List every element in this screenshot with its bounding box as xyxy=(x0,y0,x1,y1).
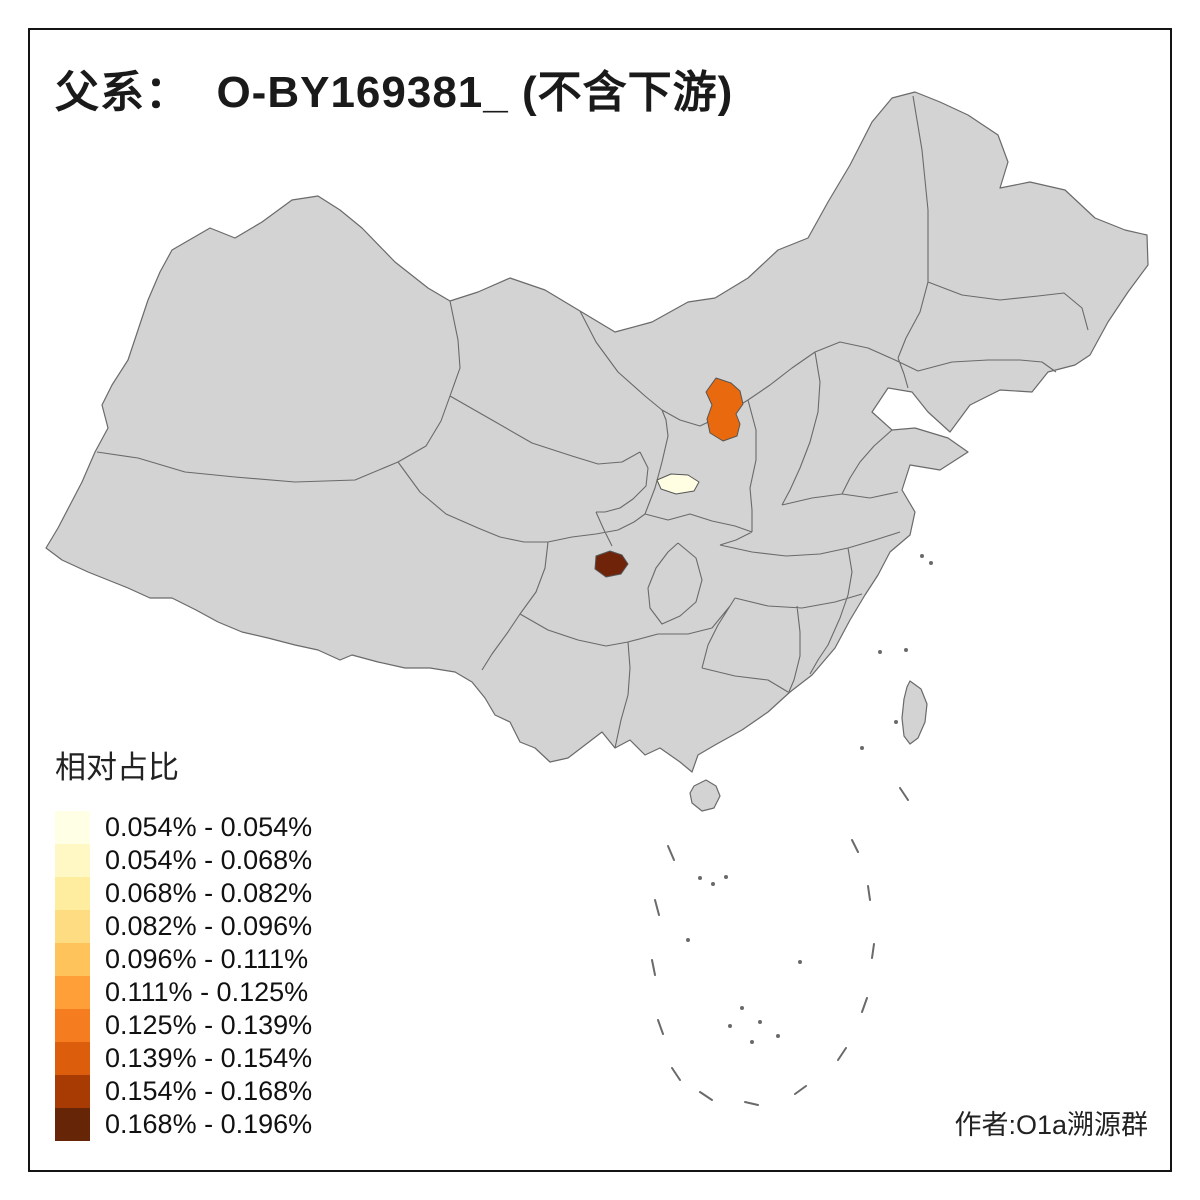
legend-title: 相对占比 xyxy=(55,750,179,785)
dash-segments xyxy=(651,787,909,1106)
landmass xyxy=(45,91,1149,812)
legend-item: 0.068% - 0.082% xyxy=(55,877,312,910)
legend-swatch xyxy=(55,811,90,844)
map-title: 父系： O-BY169381_ (不含下游) xyxy=(55,68,734,117)
sea-boundary-dashes xyxy=(651,787,909,1106)
legend-swatch xyxy=(55,943,90,976)
province-borders xyxy=(96,95,1089,749)
legend-label: 0.154% - 0.168% xyxy=(105,1076,313,1106)
legend-swatch xyxy=(55,1108,90,1141)
legend-label: 0.054% - 0.068% xyxy=(105,845,313,875)
legend-label: 0.082% - 0.096% xyxy=(105,911,313,941)
legend-item: 0.096% - 0.111% xyxy=(55,943,312,976)
legend-label: 0.068% - 0.082% xyxy=(105,878,313,908)
legend-label: 0.111% - 0.125% xyxy=(105,977,309,1007)
hainan-island xyxy=(689,779,721,812)
legend-item: 0.054% - 0.054% xyxy=(55,811,312,844)
legend: 相对占比 0.054% - 0.054% 0.054% - 0.068% 0.0… xyxy=(55,742,312,1141)
taiwan-island xyxy=(901,680,928,745)
legend-swatch xyxy=(55,844,90,877)
highlighted-region-central-pale xyxy=(656,473,700,495)
legend-swatch xyxy=(55,1042,90,1075)
highlighted-region-southwest-dark xyxy=(594,550,629,578)
legend-item: 0.125% - 0.139% xyxy=(55,1009,312,1042)
legend-swatch xyxy=(55,877,90,910)
legend-item: 0.082% - 0.096% xyxy=(55,910,312,943)
highlighted-region-north-central xyxy=(705,377,744,442)
legend-item: 0.168% - 0.196% xyxy=(55,1108,312,1141)
mainland-outline xyxy=(45,91,1149,773)
legend-label: 0.125% - 0.139% xyxy=(105,1010,313,1040)
legend-label: 0.168% - 0.196% xyxy=(105,1109,313,1139)
legend-item: 0.139% - 0.154% xyxy=(55,1042,312,1075)
legend-rows: 0.054% - 0.054% 0.054% - 0.068% 0.068% -… xyxy=(55,811,312,1141)
legend-label: 0.054% - 0.054% xyxy=(105,812,313,842)
highlighted-regions xyxy=(594,377,744,578)
island-dots xyxy=(686,554,933,1044)
legend-swatch xyxy=(55,1075,90,1108)
legend-item: 0.054% - 0.068% xyxy=(55,844,312,877)
legend-swatch xyxy=(55,1009,90,1042)
province-border-lines xyxy=(96,95,1089,749)
legend-label: 0.096% - 0.111% xyxy=(105,944,309,974)
legend-item: 0.154% - 0.168% xyxy=(55,1075,312,1108)
legend-label: 0.139% - 0.154% xyxy=(105,1043,313,1073)
legend-swatch xyxy=(55,976,90,1009)
legend-item: 0.111% - 0.125% xyxy=(55,976,312,1009)
legend-swatch xyxy=(55,910,90,943)
author-credit: 作者:O1a溯源群 xyxy=(954,1110,1148,1140)
